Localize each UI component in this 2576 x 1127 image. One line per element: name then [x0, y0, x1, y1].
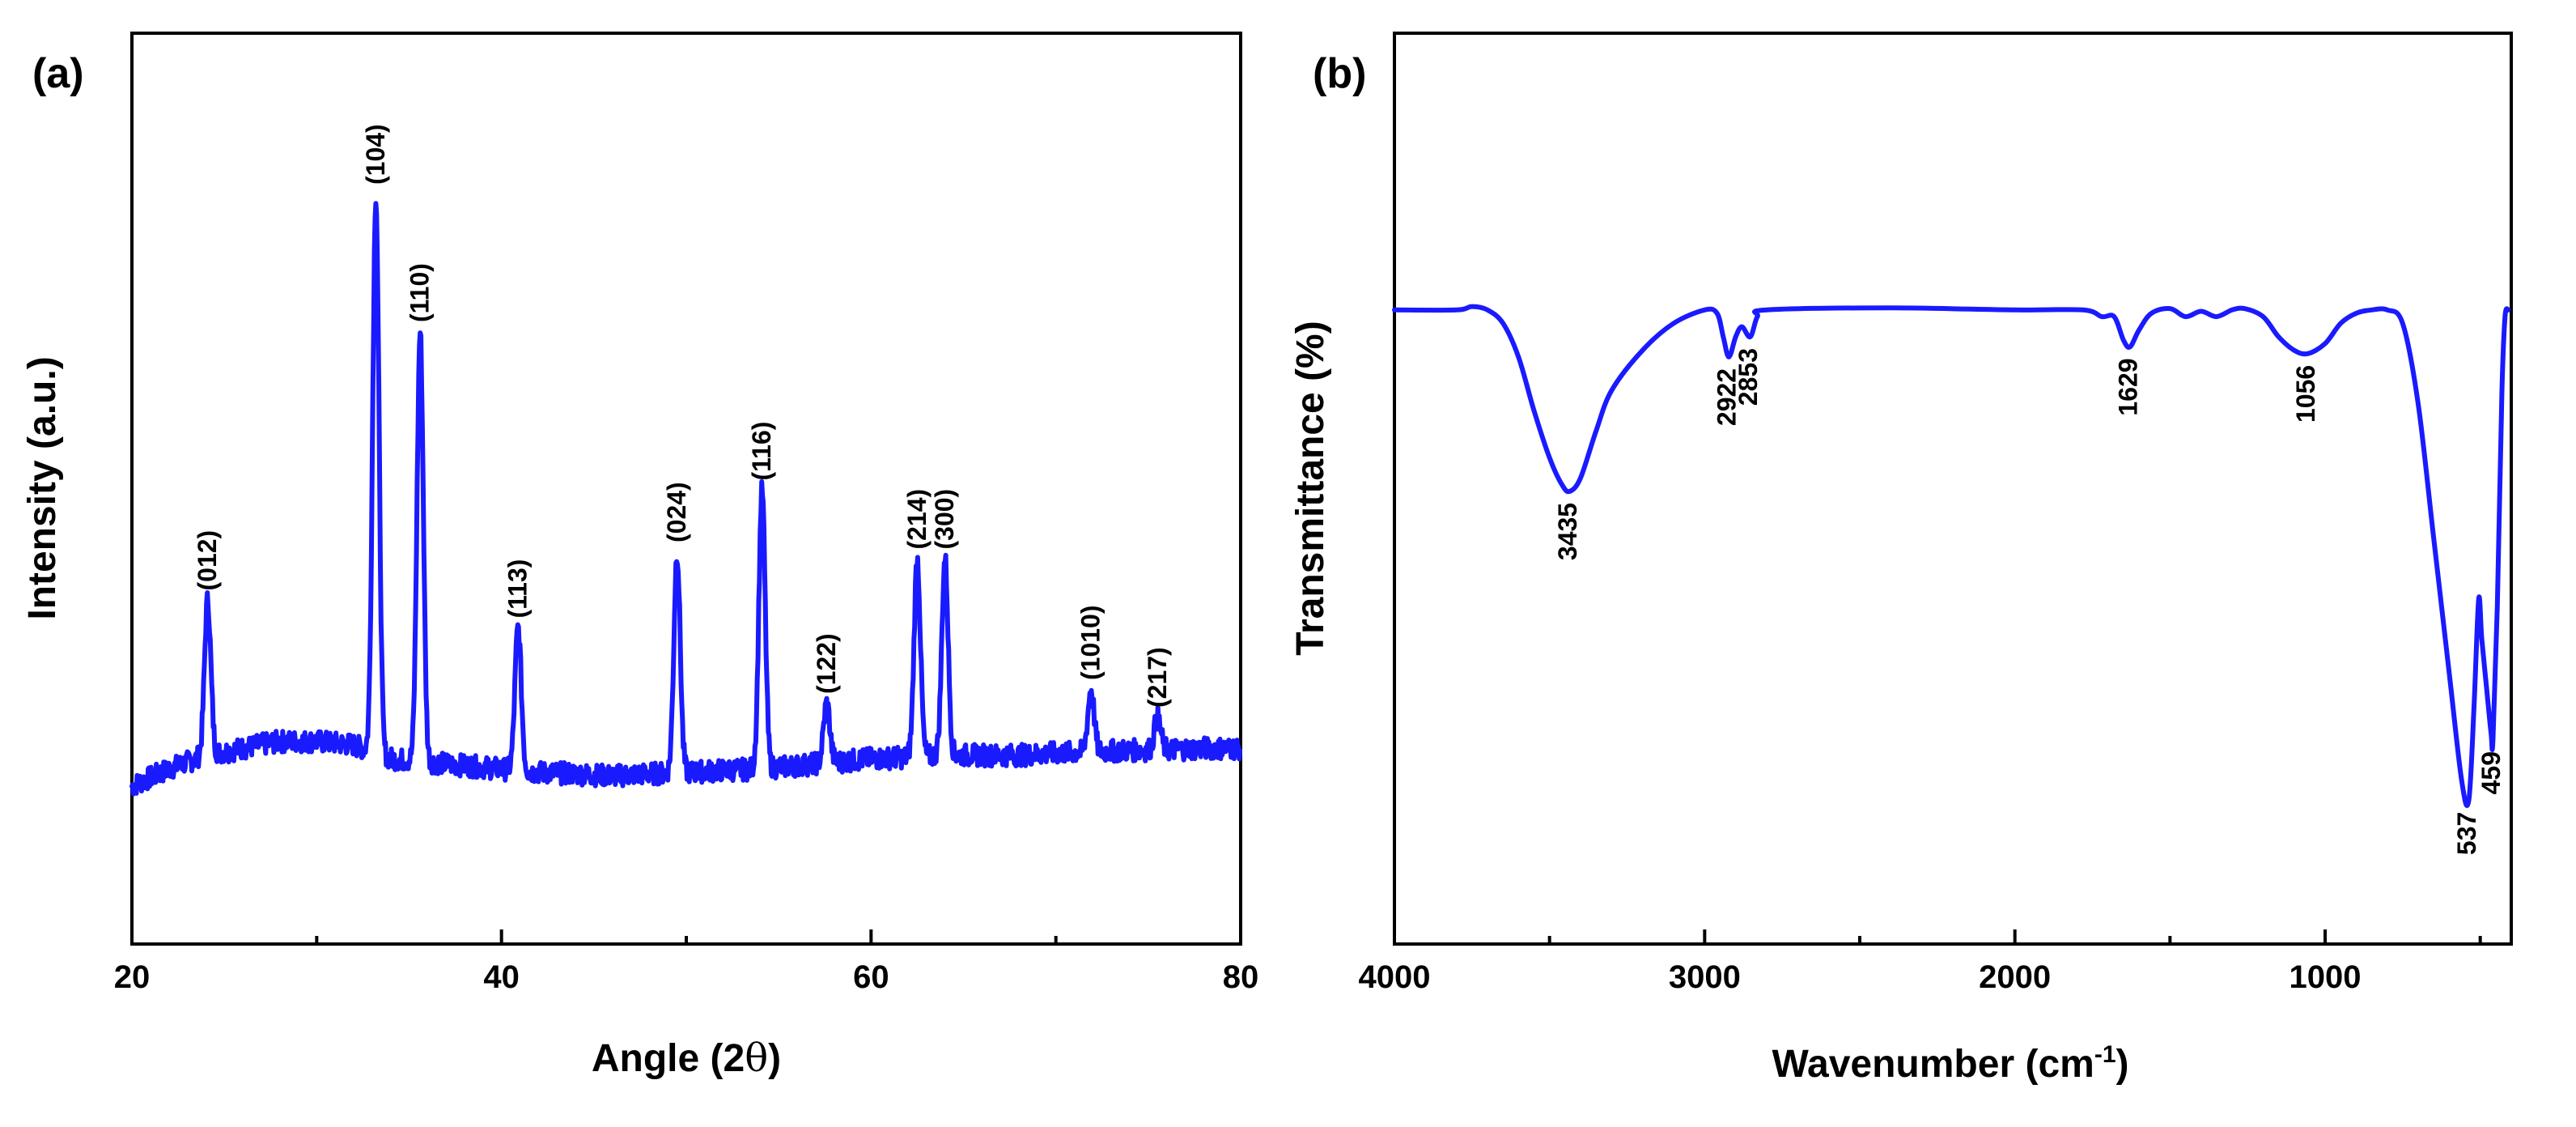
panel-b-x-tick-label: 4000 — [1359, 959, 1431, 995]
panel-a-xrd-curve — [129, 201, 1243, 797]
panel-a-peak-label: (300) — [930, 489, 959, 550]
panel-a-peak-label: (012) — [193, 530, 222, 591]
panel-b-x-ticks — [1393, 929, 2482, 944]
panel-a-peak-label: (116) — [747, 422, 776, 481]
panel-a-x-tick-labels: 20 40 60 80 — [114, 959, 1259, 995]
panel-b-y-axis-title: Transmittance (%) — [1289, 321, 1332, 655]
panel-b-xlabel-sup: -1 — [2094, 1041, 2116, 1068]
panel-a-x-tick-label: 40 — [483, 959, 520, 995]
panel-b-band-label: 1629 — [2113, 358, 2142, 415]
panel-b-xlabel-close: ) — [2116, 1043, 2129, 1086]
panel-b-x-tick-label: 2000 — [1979, 959, 2051, 995]
panel-a-peak-label: (1010) — [1076, 606, 1106, 681]
panel-b-band-label: 2853 — [1734, 348, 1763, 406]
panel-a-xlabel-main: Angle (2 — [592, 1037, 745, 1080]
panel-b-xlabel-main: Wavenumber (cm — [1772, 1043, 2094, 1086]
panel-b-ftir-curve — [1392, 304, 2511, 808]
panel-a-x-tick-label: 20 — [114, 959, 151, 995]
panel-a-peak-label: (104) — [361, 124, 390, 185]
panel-a-peak-label: (217) — [1143, 647, 1172, 708]
panel-b-x-tick-labels: 4000 3000 2000 1000 — [1359, 959, 2362, 995]
panel-a-peak-label: (113) — [503, 559, 533, 619]
panel-b-band-label: 537 — [2452, 812, 2481, 855]
panel-b-band-label: 2922 — [1712, 368, 1742, 426]
panel-a-peak-labels: (012) (104) (110) (113) (024) (116) (122) (214)… — [193, 124, 1172, 708]
panel-b-band-label: 459 — [2476, 751, 2506, 794]
panel-b-x-axis-title: Wavenumber (cm-1) — [1772, 1041, 2129, 1086]
panel-a-peak-label: (024) — [662, 482, 691, 542]
panel-a-peak-label: (214) — [902, 489, 932, 550]
panel-b-x-tick-label: 1000 — [2290, 959, 2362, 995]
panel-a-x-tick-label: 80 — [1223, 959, 1259, 995]
panel-a-peak-label: (110) — [405, 263, 435, 322]
panel-b-x-tick-label: 3000 — [1669, 959, 1741, 995]
panel-a-x-axis-title: Angle (2θ) — [592, 1036, 781, 1081]
panel-b-label: (b) — [1313, 50, 1366, 97]
panel-b-frame — [1393, 32, 2513, 946]
panel-a-y-axis-title: Intensity (a.u.) — [21, 356, 64, 619]
panel-a-x-tick-label: 60 — [853, 959, 889, 995]
panel-a-xlabel-symbol: θ — [745, 1036, 768, 1081]
panel-a-xrd: (a) 20 40 60 80 (012) (104) (110) (113) (024) (1… — [21, 32, 1259, 1081]
panel-a-x-ticks — [130, 929, 1242, 944]
panel-a-xlabel-close: ) — [768, 1037, 781, 1080]
panel-b-band-label: 1056 — [2291, 365, 2320, 423]
panel-a-label: (a) — [32, 50, 84, 97]
panel-a-peak-label: (122) — [812, 633, 841, 694]
panel-b-band-label: 3435 — [1553, 503, 1582, 560]
